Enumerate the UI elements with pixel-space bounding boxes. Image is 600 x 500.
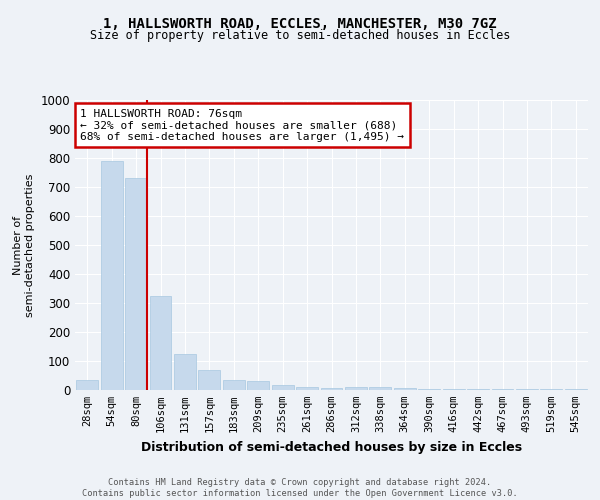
Bar xyxy=(345,387,367,390)
Bar xyxy=(223,380,245,390)
Bar xyxy=(418,388,440,390)
Text: Contains HM Land Registry data © Crown copyright and database right 2024.
Contai: Contains HM Land Registry data © Crown c… xyxy=(82,478,518,498)
Bar xyxy=(467,388,489,390)
Y-axis label: Number of
semi-detached properties: Number of semi-detached properties xyxy=(13,174,35,316)
Bar xyxy=(76,380,98,390)
Bar xyxy=(125,178,147,390)
Text: Size of property relative to semi-detached houses in Eccles: Size of property relative to semi-detach… xyxy=(90,29,510,42)
Bar xyxy=(101,162,122,390)
Bar xyxy=(247,382,269,390)
Bar xyxy=(199,370,220,390)
Bar xyxy=(272,385,293,390)
Bar xyxy=(174,354,196,390)
Bar xyxy=(296,386,318,390)
Bar xyxy=(149,296,172,390)
Bar xyxy=(443,388,464,390)
Text: 1 HALLSWORTH ROAD: 76sqm
← 32% of semi-detached houses are smaller (688)
68% of : 1 HALLSWORTH ROAD: 76sqm ← 32% of semi-d… xyxy=(80,108,404,142)
Bar xyxy=(516,389,538,390)
Bar xyxy=(394,388,416,390)
X-axis label: Distribution of semi-detached houses by size in Eccles: Distribution of semi-detached houses by … xyxy=(141,440,522,454)
Bar xyxy=(320,388,343,390)
Bar xyxy=(491,389,514,390)
Bar xyxy=(370,387,391,390)
Text: 1, HALLSWORTH ROAD, ECCLES, MANCHESTER, M30 7GZ: 1, HALLSWORTH ROAD, ECCLES, MANCHESTER, … xyxy=(103,18,497,32)
